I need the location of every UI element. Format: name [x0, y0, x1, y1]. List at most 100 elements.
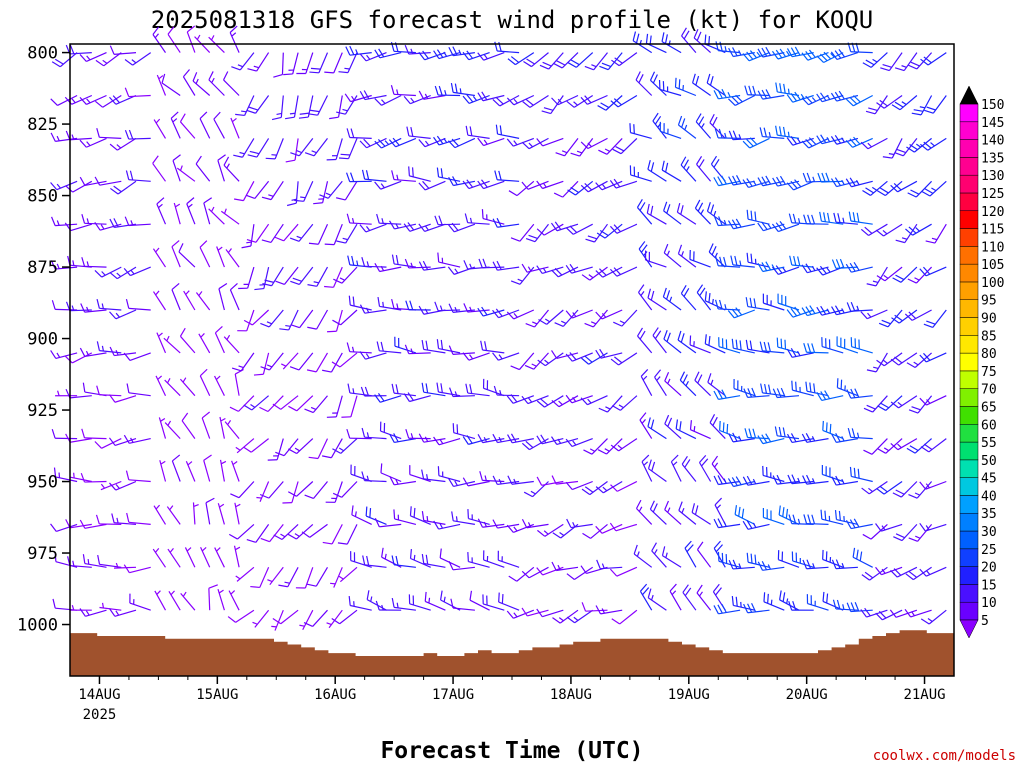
barb-feather — [345, 172, 351, 182]
wind-barb — [584, 52, 608, 71]
barb-feather — [692, 73, 696, 84]
barb-feather — [260, 322, 270, 328]
barb-shaft — [182, 76, 196, 96]
barb-feather — [498, 170, 502, 181]
barb-half-feather — [296, 150, 302, 154]
barb-feather — [728, 47, 734, 57]
wind-barb — [637, 284, 653, 311]
barb-shaft — [296, 438, 314, 454]
barb-feather — [836, 599, 841, 610]
barb-feather — [795, 381, 797, 392]
barb-shaft — [714, 504, 726, 525]
wind-barb — [850, 337, 873, 354]
barb-half-feather — [116, 272, 122, 278]
barb-shaft — [529, 438, 549, 451]
barb-half-feather — [756, 51, 761, 57]
barb-feather — [289, 237, 300, 242]
barb-feather — [831, 559, 837, 569]
barb-feather — [721, 175, 727, 185]
barb-shaft — [381, 94, 402, 106]
barb-half-feather — [782, 267, 787, 273]
barb-feather — [610, 444, 620, 452]
barb-shaft — [318, 52, 329, 74]
wind-barb — [555, 138, 579, 157]
wind-barb — [492, 352, 520, 361]
barb-feather — [790, 92, 798, 102]
colorbar-segment — [959, 103, 979, 123]
barb-half-feather — [169, 547, 174, 553]
barb-half-feather — [867, 312, 872, 318]
wind-barb — [743, 602, 770, 614]
barb-half-feather — [354, 511, 357, 517]
barb-feather — [333, 278, 343, 284]
barb-feather — [361, 169, 366, 180]
barb-feather — [406, 126, 410, 137]
barb-feather — [96, 128, 100, 138]
barb-shaft — [453, 520, 475, 525]
barb-shaft — [681, 463, 697, 482]
barb-shaft — [242, 181, 255, 201]
barb-half-feather — [841, 478, 845, 485]
barb-half-feather — [532, 321, 538, 325]
barb-feather — [790, 348, 797, 357]
barb-feather — [923, 443, 933, 451]
barb-shaft — [84, 480, 107, 483]
barb-feather — [79, 54, 87, 62]
wind-barb — [744, 85, 770, 97]
colorbar-tick-label: 130 — [981, 169, 1004, 184]
barb-feather — [243, 319, 253, 326]
barb-feather — [438, 85, 443, 96]
barb-shaft — [231, 460, 240, 482]
barb-half-feather — [513, 526, 518, 532]
wind-barb — [424, 591, 446, 611]
barb-half-feather — [558, 400, 563, 406]
barb-shaft — [166, 506, 181, 525]
barb-feather — [336, 240, 346, 244]
barb-shaft — [280, 609, 299, 625]
wind-barb — [893, 523, 918, 542]
wind-barb — [199, 111, 211, 139]
barb-half-feather — [235, 546, 241, 551]
barb-shaft — [223, 164, 240, 182]
barb-shaft — [620, 137, 638, 155]
barb-feather — [507, 434, 513, 444]
barb-half-feather — [915, 535, 921, 539]
barb-feather — [95, 59, 105, 67]
barb-shaft — [298, 223, 314, 242]
y-tick-label: 975 — [27, 544, 58, 564]
wind-barb — [661, 546, 682, 568]
barb-shaft — [544, 523, 564, 537]
barb-feather — [584, 183, 593, 191]
barb-feather — [407, 222, 415, 231]
barb-feather — [694, 199, 701, 209]
barb-feather — [919, 397, 927, 406]
barb-feather — [778, 505, 781, 516]
barb-feather — [434, 215, 439, 225]
barb-shaft — [868, 481, 888, 495]
barb-shaft — [689, 258, 711, 268]
wind-barb — [675, 419, 697, 440]
barb-half-feather — [116, 517, 119, 524]
wind-barb — [179, 113, 196, 139]
barb-shaft — [562, 180, 579, 198]
barb-shaft — [280, 395, 299, 410]
wind-barb — [374, 393, 402, 403]
barb-half-feather — [187, 461, 193, 466]
barb-feather — [639, 412, 647, 421]
colorbar-tick-label: 85 — [981, 329, 997, 344]
barb-half-feather — [301, 68, 308, 71]
barb-shaft — [199, 375, 211, 396]
barb-half-feather — [527, 522, 532, 528]
barb-feather — [413, 507, 416, 518]
barb-feather — [780, 387, 786, 398]
wind-barb — [332, 438, 358, 454]
barb-feather — [247, 68, 257, 72]
barb-half-feather — [131, 59, 137, 64]
barb-feather — [649, 71, 656, 81]
wind-barb — [82, 554, 107, 568]
barb-half-feather — [752, 180, 757, 186]
barb-feather — [645, 33, 649, 44]
barb-feather — [765, 175, 772, 185]
barb-feather — [894, 101, 904, 108]
barb-half-feather — [101, 345, 104, 352]
